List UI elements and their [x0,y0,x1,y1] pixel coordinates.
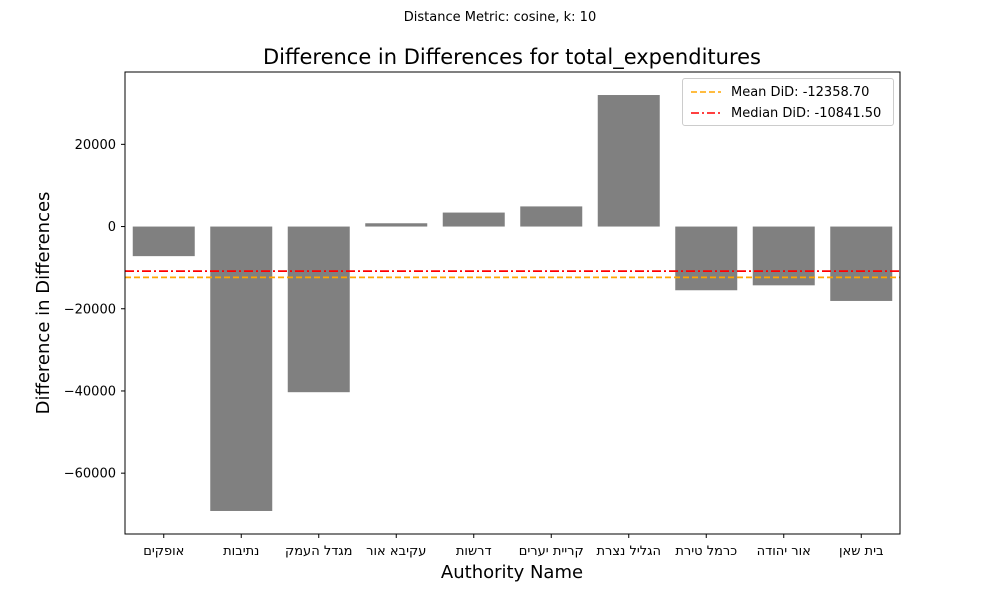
bar [365,223,428,227]
y-tick-label: −40000 [64,384,116,399]
y-axis-label: Difference in Differences [33,192,54,415]
bar [597,95,660,227]
bar [132,226,195,257]
x-tick-label: בית שאן [839,544,884,559]
legend-item-mean: Mean DiD: -12358.70 [691,83,869,101]
bar [442,212,505,227]
legend-swatch-median [691,112,721,114]
x-tick-label: דרשות [456,544,492,559]
bar [287,226,350,393]
bar [520,206,583,227]
legend-label-median: Median DiD: -10841.50 [731,105,882,121]
bar [675,226,738,291]
plot-frame [124,71,901,535]
legend-item-median: Median DiD: -10841.50 [691,104,881,122]
bars-group [132,95,893,511]
x-tick-label: אור יהודה [757,544,811,559]
y-tick-label: 20000 [75,138,116,153]
x-tick-label: מגדל העמק [285,544,353,559]
legend: Mean DiD: -12358.70 Median DiD: -10841.5… [682,78,894,126]
bar [830,226,893,301]
x-tick-label: הגליל נצרת [597,544,661,559]
reference-lines [125,270,900,279]
chart-title: Difference in Differences for total_expe… [263,45,761,70]
x-tick-label: נתיבות [223,544,259,559]
x-tick-label: קריית יערים [519,544,584,559]
legend-label-mean: Mean DiD: -12358.70 [731,84,870,100]
figure-suptitle: Distance Metric: cosine, k: 10 [403,10,597,25]
legend-swatch-mean [691,91,721,93]
x-tick-label: עקיבא אור [366,544,426,559]
y-axis: −60000 −40000 −20000 0 20000 [64,138,125,482]
bar [752,226,815,286]
y-tick-label: 0 [108,220,116,235]
x-tick-label: כרמל טירת [675,544,737,559]
y-tick-label: −20000 [64,302,116,317]
x-tick-label: אופקים [143,544,184,559]
x-axis: אופקים נתיבות מגדל העמק עקיבא אור דרשות קריית… [143,534,884,559]
y-tick-label: −60000 [64,467,116,482]
x-axis-label: Authority Name [441,562,583,583]
bar [210,226,273,511]
